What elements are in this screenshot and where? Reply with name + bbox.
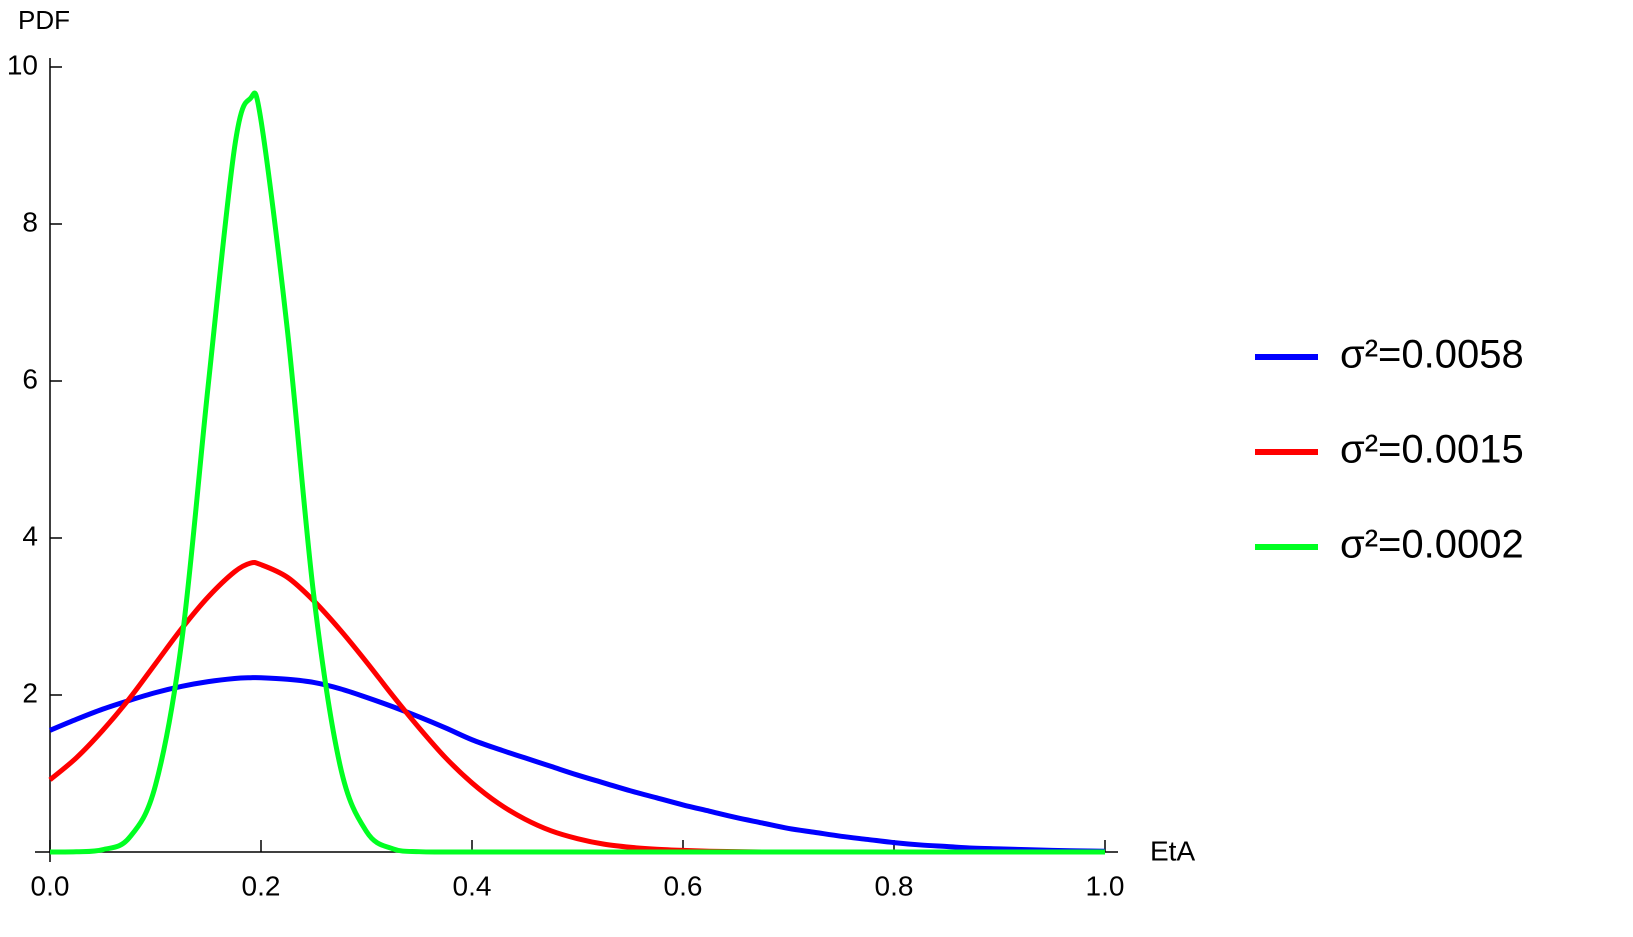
series-line [48,559,1105,855]
x-tick-label: 1.0 [1086,870,1125,901]
legend-label: σ²=0.0058 [1340,333,1524,377]
y-tick-label: 4 [22,520,38,551]
y-tick-label: 2 [22,677,38,708]
legend-label: σ²=0.0015 [1340,428,1524,472]
y-tick-label: 6 [22,363,38,394]
y-axis-label: PDF [18,5,70,35]
x-axis-label: EtA [1150,835,1195,866]
series-line [49,675,1106,854]
x-tick-label: 0.4 [453,870,492,901]
x-tick-label: 0.6 [664,870,703,901]
x-tick-label: 0.8 [875,870,914,901]
legend-label: σ²=0.0002 [1340,523,1524,567]
x-tick-label: 0.2 [242,870,281,901]
series-line [49,90,1105,855]
y-tick-label: 10 [7,49,38,80]
y-tick-label: 8 [22,206,38,237]
x-tick-label: 0.0 [31,870,70,901]
